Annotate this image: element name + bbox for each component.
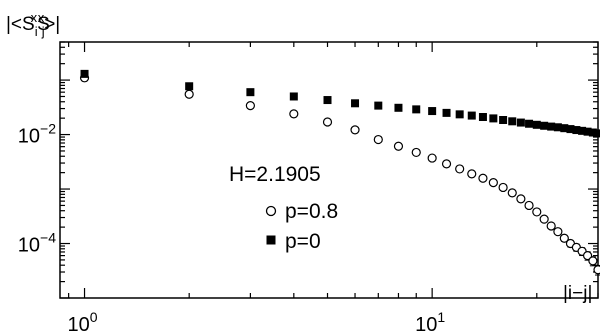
data-point-square — [532, 120, 541, 129]
data-point-square — [478, 113, 487, 122]
data-point-square — [394, 103, 403, 112]
data-point-circle — [539, 214, 549, 224]
data-point-circle — [184, 89, 194, 99]
data-point-circle — [559, 233, 569, 243]
data-point-circle — [516, 194, 526, 204]
data-point-square — [572, 126, 581, 135]
data-point-square — [578, 126, 587, 135]
y-axis-label: |<SixSjx>| — [6, 10, 60, 39]
data-point-circle — [373, 134, 383, 145]
data-point-circle — [488, 178, 498, 188]
data-point-square — [525, 119, 534, 128]
data-point-square — [246, 88, 255, 97]
data-point-circle — [350, 125, 360, 135]
data-point-square — [442, 108, 451, 117]
legend-title: H=2.1905 — [229, 163, 321, 186]
legend-marker-filled-square — [266, 235, 276, 245]
data-point-circle — [524, 200, 534, 211]
data-point-square — [351, 99, 360, 108]
x-tick-label: 100 — [68, 309, 98, 335]
data-point-circle — [553, 227, 563, 237]
data-point-circle — [427, 153, 437, 163]
data-point-circle — [411, 147, 421, 158]
data-point-circle — [498, 182, 508, 193]
data-point-circle — [546, 221, 556, 231]
data-point-square — [455, 110, 464, 119]
data-point-square — [374, 101, 383, 110]
tick-labels: 100 101 10−2 10−4 — [18, 121, 446, 335]
data-point-circle — [441, 159, 452, 169]
data-point-circle — [467, 169, 477, 179]
data-point-square — [547, 122, 556, 131]
x-tick-label: 101 — [415, 309, 445, 335]
data-point-square — [588, 128, 597, 137]
plot-frame — [59, 41, 599, 299]
data-point-square — [467, 111, 476, 120]
data-point-circle — [478, 173, 488, 183]
axis-ticks — [60, 41, 599, 299]
data-point-square — [489, 114, 498, 123]
data-point-circle — [582, 251, 593, 261]
data-point-circle — [322, 117, 333, 127]
data-point-circle — [393, 141, 404, 151]
data-marks — [79, 69, 600, 275]
data-point-square — [323, 96, 332, 105]
data-point-square — [583, 127, 592, 136]
y-tick-label: 10−4 — [18, 230, 56, 257]
plot-frame-border — [59, 41, 599, 299]
data-point-square — [428, 107, 437, 116]
data-point-square — [566, 125, 575, 134]
data-point-square — [553, 123, 562, 132]
data-point-circle — [532, 207, 542, 217]
data-point-circle — [289, 109, 299, 119]
legend-marker-open-circle — [265, 205, 277, 217]
data-point-square — [289, 92, 298, 101]
data-point-square — [508, 117, 517, 126]
data-point-circle — [588, 256, 598, 266]
legend-label-p0: p=0 — [285, 230, 321, 253]
data-point-square — [560, 124, 569, 133]
legend-label-p08: p=0.8 — [285, 200, 338, 223]
data-point-square — [80, 69, 89, 78]
data-point-circle — [245, 101, 255, 111]
x-axis-label: |i−j| — [563, 283, 592, 304]
data-point-square — [516, 118, 525, 127]
legend: H=2.1905 p=0.8 p=0 — [229, 163, 338, 253]
data-point-circle — [507, 188, 517, 198]
data-point-square — [412, 105, 421, 114]
data-point-circle — [455, 164, 465, 174]
data-point-square — [540, 121, 549, 130]
y-tick-label: 10−2 — [18, 121, 56, 148]
data-point-square — [185, 82, 194, 91]
data-point-square — [499, 116, 508, 125]
data-point-circle — [593, 265, 600, 275]
data-point-square — [594, 129, 600, 138]
